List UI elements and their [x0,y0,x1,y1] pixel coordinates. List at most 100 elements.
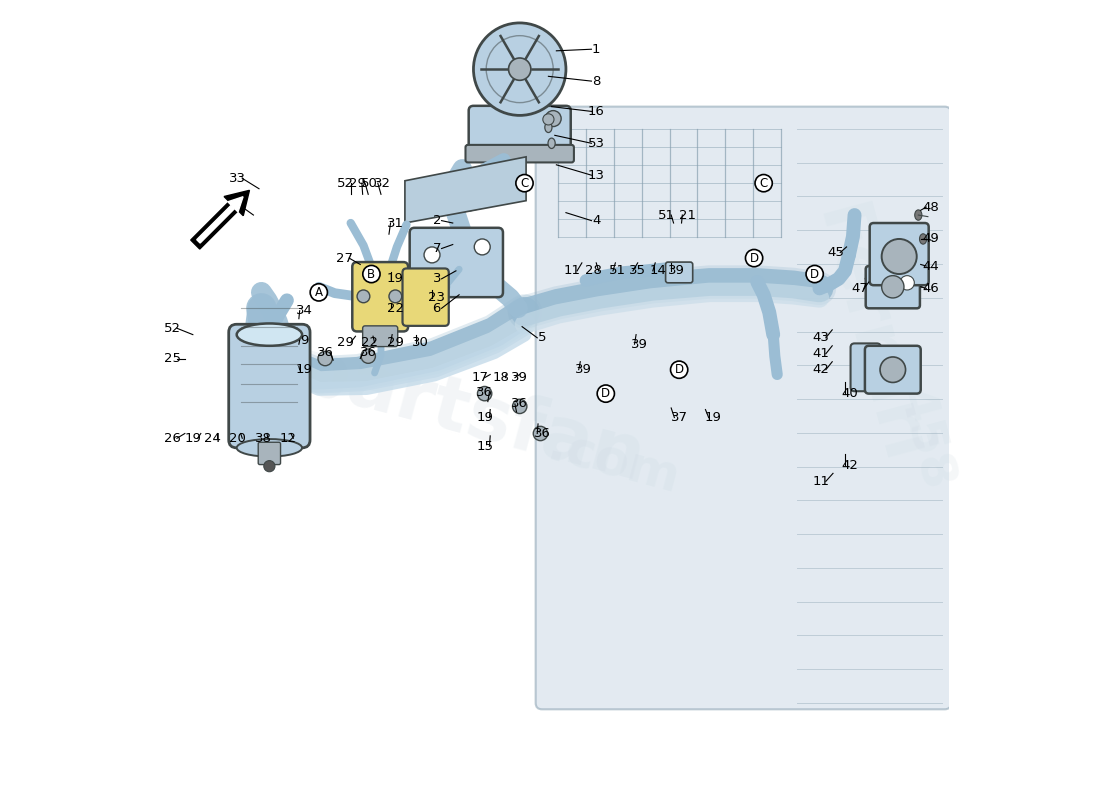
FancyArrow shape [197,197,243,243]
Text: 29: 29 [387,336,404,349]
FancyBboxPatch shape [850,343,881,391]
Text: 44: 44 [923,259,939,273]
Text: 22: 22 [387,302,404,315]
Text: 5: 5 [538,331,547,344]
Text: 52: 52 [338,177,354,190]
Text: 30: 30 [412,336,429,349]
FancyBboxPatch shape [229,324,310,448]
Ellipse shape [548,138,556,149]
Text: D: D [810,267,820,281]
Text: C: C [759,177,768,190]
Circle shape [474,239,491,255]
Circle shape [358,290,370,302]
Text: C: C [520,177,529,190]
Circle shape [477,386,492,401]
Circle shape [881,239,916,274]
Polygon shape [405,157,526,223]
Text: 51: 51 [658,209,675,222]
Text: 4: 4 [592,214,601,227]
Text: 19: 19 [185,432,201,445]
Polygon shape [410,159,525,218]
Text: 3: 3 [432,272,441,286]
Text: 36: 36 [317,346,333,358]
Circle shape [900,276,914,290]
Text: 29: 29 [349,177,365,190]
Circle shape [264,461,275,472]
Ellipse shape [915,210,922,220]
Text: 22: 22 [361,336,378,349]
Text: 6: 6 [432,302,441,315]
Circle shape [473,23,565,115]
Circle shape [513,399,527,414]
Text: 36: 36 [360,346,376,358]
Text: 17: 17 [471,371,488,384]
Text: 19: 19 [387,272,404,286]
Text: 28: 28 [585,264,603,278]
Text: 48: 48 [923,201,939,214]
Text: 20: 20 [229,432,246,445]
Circle shape [389,290,402,302]
Text: 15: 15 [476,440,493,453]
Text: 11: 11 [564,264,581,278]
FancyBboxPatch shape [870,223,928,286]
FancyBboxPatch shape [352,262,408,331]
Text: 39: 39 [512,371,528,384]
FancyBboxPatch shape [258,442,280,465]
Text: D: D [602,387,610,400]
Text: 12: 12 [280,432,297,445]
Text: 9: 9 [300,334,309,346]
Circle shape [546,110,561,126]
Text: 23: 23 [428,291,446,305]
Text: 2: 2 [432,214,441,227]
Text: 19: 19 [476,411,493,424]
Text: 45: 45 [827,246,844,259]
Text: 53: 53 [587,137,605,150]
Text: 36: 36 [534,427,550,440]
Circle shape [424,247,440,263]
Text: 33: 33 [229,172,246,185]
Circle shape [318,351,332,366]
Text: 13: 13 [587,169,605,182]
FancyBboxPatch shape [465,145,574,162]
Text: 49: 49 [923,233,939,246]
Text: 21: 21 [679,209,695,222]
Text: 10: 10 [229,201,246,214]
FancyBboxPatch shape [409,228,503,297]
Text: 39: 39 [631,338,648,350]
Ellipse shape [544,122,552,133]
Text: 47: 47 [851,282,868,295]
Text: 36: 36 [476,386,493,398]
Text: 29: 29 [338,336,354,349]
Text: 8: 8 [592,74,601,88]
Circle shape [881,276,904,298]
Text: 42: 42 [842,459,858,472]
Text: 19: 19 [296,363,312,376]
Text: Ferrari: Ferrari [802,199,936,473]
Text: partsfan: partsfan [288,334,652,498]
FancyBboxPatch shape [866,266,920,308]
Text: .com: .com [542,423,685,505]
Text: 11: 11 [813,475,829,488]
Text: 7: 7 [432,242,441,255]
Text: 19: 19 [705,411,722,424]
Text: 1: 1 [592,42,601,56]
Text: 41: 41 [813,347,829,360]
Text: 50: 50 [362,177,378,190]
Text: 39: 39 [575,363,592,376]
Text: 38: 38 [254,432,272,445]
Circle shape [542,114,554,125]
Text: 36: 36 [512,398,528,410]
Text: D: D [674,363,684,376]
Text: 43: 43 [813,331,829,344]
FancyBboxPatch shape [363,326,398,346]
Text: 39: 39 [668,264,684,278]
FancyBboxPatch shape [865,346,921,394]
Text: 16: 16 [587,105,605,118]
Circle shape [534,426,548,441]
Circle shape [880,357,905,382]
Text: 35: 35 [629,264,646,278]
FancyBboxPatch shape [403,269,449,326]
Ellipse shape [236,439,302,457]
FancyBboxPatch shape [536,106,952,710]
Text: 46: 46 [923,282,939,295]
